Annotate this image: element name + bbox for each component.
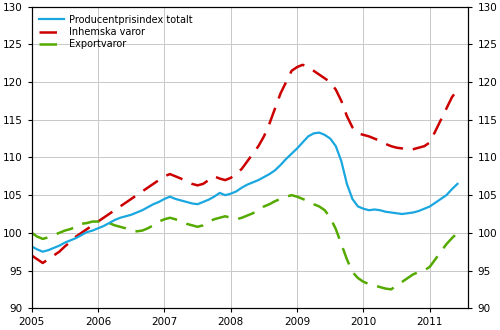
Producentprisindex totalt: [172, 197, 178, 201]
Producentprisindex totalt: [40, 250, 46, 254]
Inhemska varor: [28, 253, 34, 257]
Line: Inhemska varor: Inhemska varor: [32, 65, 458, 263]
Exportvaror: [100, 220, 106, 224]
Producentprisindex totalt: [106, 221, 112, 225]
Legend: Producentprisindex totalt, Inhemska varor, Exportvaror: Producentprisindex totalt, Inhemska varo…: [36, 12, 195, 52]
Producentprisindex totalt: [28, 245, 34, 248]
Producentprisindex totalt: [316, 131, 322, 135]
Line: Exportvaror: Exportvaror: [32, 195, 458, 289]
Exportvaror: [338, 242, 344, 246]
Exportvaror: [288, 193, 294, 197]
Producentprisindex totalt: [344, 182, 350, 186]
Inhemska varor: [454, 88, 460, 92]
Exportvaror: [28, 231, 34, 235]
Inhemska varor: [40, 261, 46, 265]
Inhemska varor: [250, 152, 256, 156]
Producentprisindex totalt: [216, 191, 222, 195]
Exportvaror: [211, 217, 217, 221]
Exportvaror: [56, 231, 62, 235]
Inhemska varor: [300, 63, 306, 67]
Exportvaror: [244, 214, 250, 217]
Producentprisindex totalt: [250, 181, 256, 184]
Producentprisindex totalt: [454, 182, 460, 186]
Inhemska varor: [62, 245, 68, 248]
Inhemska varor: [106, 212, 112, 216]
Exportvaror: [167, 216, 173, 220]
Producentprisindex totalt: [62, 241, 68, 245]
Inhemska varor: [172, 174, 178, 178]
Inhemska varor: [344, 114, 350, 118]
Inhemska varor: [216, 177, 222, 181]
Exportvaror: [454, 231, 460, 235]
Exportvaror: [388, 287, 394, 291]
Line: Producentprisindex totalt: Producentprisindex totalt: [32, 133, 458, 252]
